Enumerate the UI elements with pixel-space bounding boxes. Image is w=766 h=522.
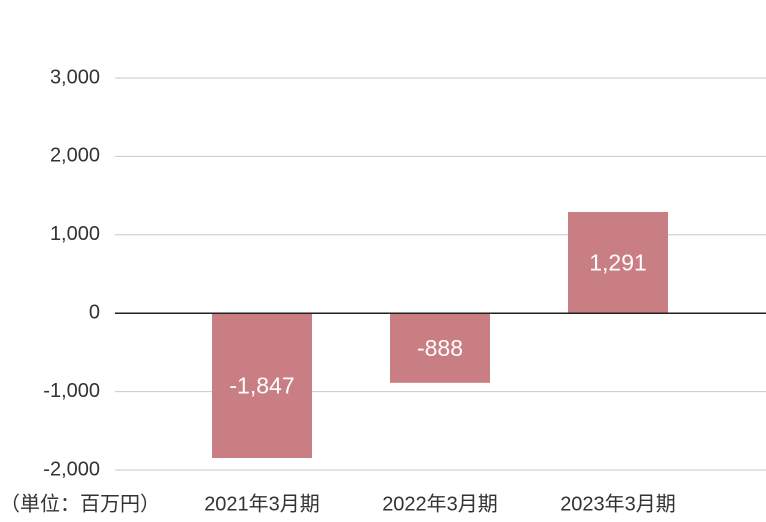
y-tick-label: 2,000	[50, 145, 100, 167]
bar	[390, 313, 490, 383]
x-tick-label: 2023年3月期	[560, 492, 676, 515]
value-label: -1,847	[229, 373, 294, 399]
y-tick-label: -2,000	[43, 458, 100, 480]
value-label: -888	[417, 335, 463, 361]
y-tick-label: 0	[89, 301, 100, 323]
unit-label: （単位：百万円）	[0, 492, 160, 515]
value-label: 1,291	[589, 250, 647, 276]
y-tick-label: 3,000	[50, 66, 100, 88]
bar	[568, 211, 668, 314]
y-tick-label: -1,000	[43, 380, 100, 402]
x-tick-label: 2022年3月期	[382, 492, 498, 515]
bar	[212, 313, 312, 459]
x-tick-label: 2021年3月期	[204, 492, 320, 515]
y-tick-label: 1,000	[50, 223, 100, 245]
